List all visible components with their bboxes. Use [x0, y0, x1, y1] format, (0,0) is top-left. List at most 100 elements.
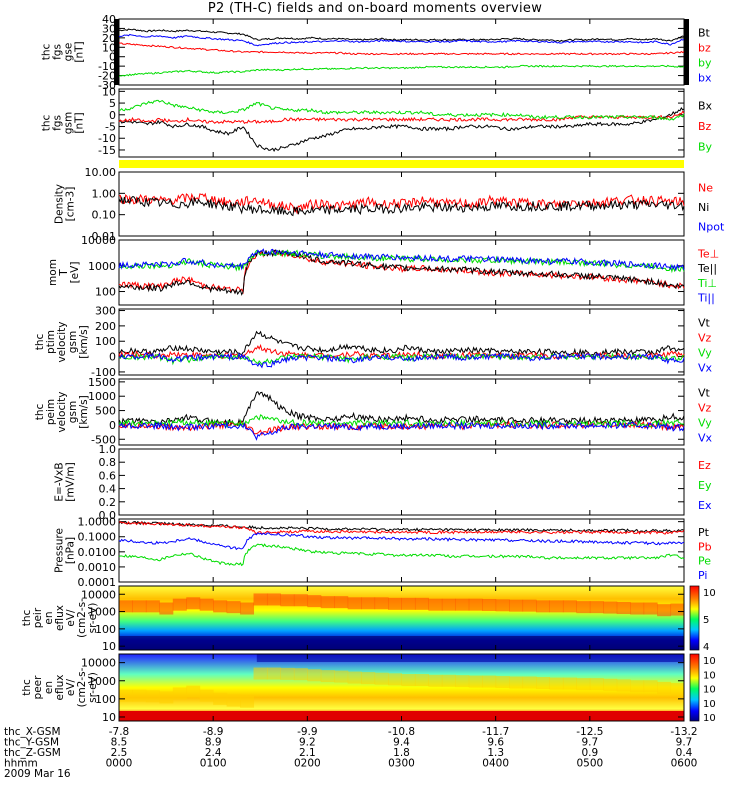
y-axis-label-line: [km/s] — [78, 395, 90, 429]
spectrogram-peak-cell — [536, 600, 550, 613]
legend-label: Ez — [698, 459, 711, 472]
series-line-vx — [118, 420, 685, 441]
y-axis-label-line: thc — [34, 334, 46, 351]
y-axis-label-line: eV/ — [65, 678, 77, 696]
x-axis-value: 0300 — [388, 758, 415, 770]
spectrogram-peak-cell — [240, 602, 255, 615]
y-axis-label-line: peir — [32, 607, 44, 628]
y-tick-label: 10 — [102, 41, 116, 54]
y-tick-label: 100 — [95, 286, 116, 299]
y-axis-label: thcfgsgse[nT] — [41, 41, 86, 62]
spectrogram-peak-cell — [374, 672, 389, 685]
y-axis-label: thcfgsgsm[nT] — [41, 112, 86, 134]
y-tick-label: -10 — [98, 132, 116, 145]
spectrogram-peak-cell — [630, 680, 645, 693]
spectrogram-peak-cell — [132, 600, 147, 613]
spectrogram-peak-cell — [334, 670, 349, 683]
spectrogram-peak-cell — [213, 692, 228, 705]
y-axis-label-line: thc — [41, 44, 53, 61]
series-line-bt — [118, 28, 685, 43]
spectrogram-peak-cell — [428, 598, 443, 611]
panel-frame — [118, 518, 685, 583]
x-axis-value: -8.9 — [203, 726, 224, 738]
spectrogram-peak-cell — [616, 602, 631, 615]
y-tick-label: -5 — [105, 121, 116, 134]
y-axis-label-line: eflux — [54, 605, 66, 631]
x-axis-value: 0000 — [106, 758, 133, 770]
panel-temperature: 10000 1000 100 momT[eV] — [47, 234, 685, 306]
y-axis-label: thcpeerenefluxeV/(cm2-s-sr-eV) — [21, 667, 99, 707]
y-axis-label-line: thc — [41, 115, 53, 132]
spectrogram-peak-cell — [159, 691, 174, 704]
legend-label: Bt — [698, 27, 711, 40]
y-tick-label: 100 — [95, 335, 116, 348]
x-axis-value: -10.8 — [388, 726, 415, 738]
x-axis-value: -12.5 — [576, 726, 603, 738]
x-axis-value: 2.1 — [299, 747, 316, 759]
y-tick-label: 0.6 — [99, 469, 117, 482]
y-tick-label: -20 — [98, 70, 116, 83]
panel-frame — [118, 18, 685, 86]
spectrogram-peak-cell — [643, 680, 658, 693]
y-axis-label-line: [km/s] — [78, 325, 90, 359]
colorbar-label: 10 — [703, 588, 716, 599]
y-axis-label-line: [cm-3] — [65, 187, 77, 222]
panel-peer_spectrogram — [119, 654, 685, 721]
y-tick-label: 0.0001 — [78, 576, 117, 589]
x-axis-value: 0400 — [482, 758, 509, 770]
y-tick-label: 1000 — [88, 606, 116, 619]
series-line-by — [118, 99, 685, 121]
legend-label: Ex — [698, 499, 712, 512]
legend-label: Ti|| — [697, 292, 715, 305]
series-line-pe — [118, 543, 685, 567]
spectrogram-peak-cell — [240, 695, 255, 708]
x-axis-value: 9.2 — [299, 737, 316, 749]
x-axis-value: 0100 — [200, 758, 227, 770]
y-axis-label-line: [nT] — [74, 41, 86, 62]
spectrogram-peak-cell — [670, 603, 685, 616]
spectrogram-peak-cell — [226, 601, 241, 614]
legend-label: Pi — [698, 569, 707, 582]
colorbar-scale — [689, 585, 700, 651]
legend-label: Bx — [698, 99, 713, 112]
y-tick-label: 10 — [102, 640, 116, 653]
x-axis-value: 1.8 — [393, 747, 410, 759]
y-tick-label: 0.4 — [99, 483, 117, 496]
legend-label: Te|| — [697, 262, 717, 275]
spectrogram-peak-cell — [347, 671, 362, 684]
y-axis-label: thcptimvelocitygsm[km/s] — [34, 321, 90, 362]
series-line-pb — [118, 521, 685, 535]
y-tick-label: 0.10 — [92, 209, 117, 222]
spectrogram-peak-cell — [509, 599, 524, 612]
spectrogram-peak-cell — [334, 596, 349, 609]
spectrogram-peak-cell — [468, 598, 483, 611]
legend-label: Ey — [698, 479, 712, 492]
y-axis-label-line: eflux — [54, 675, 66, 701]
y-tick-label: 0 — [109, 351, 116, 364]
y-axis-label-line: Pressure — [54, 528, 66, 573]
legend-label: Vx — [698, 362, 713, 375]
panel-peir_spectrogram: 10000100010010thcpeirenefluxeV/(cm2-s-sr… — [21, 585, 685, 653]
y-tick-label: 40 — [102, 13, 116, 26]
y-tick-label: -15 — [98, 144, 116, 157]
legend-label: Npot — [698, 220, 725, 233]
y-axis-label-line: E=-VxB — [54, 462, 66, 501]
y-tick-label: 0 — [109, 419, 116, 432]
x-axis-value: 8.9 — [205, 737, 222, 749]
series-line-vt — [118, 330, 685, 357]
y-tick-label: 30 — [102, 22, 116, 35]
colorbar-label: 10 — [703, 713, 716, 724]
spectrogram-peak-cell — [455, 598, 470, 611]
y-tick-label: 5 — [109, 97, 116, 110]
x-axis-value: 1.3 — [487, 747, 504, 759]
y-tick-label: 100 — [95, 623, 116, 636]
x-axis-value: 9.7 — [581, 737, 598, 749]
colorbar: 10 10 10 10 10 — [689, 653, 716, 724]
spectrogram-peak-cell — [186, 685, 201, 698]
spectrogram-peak-cell — [253, 593, 268, 606]
colorbar-label: 10 — [703, 699, 716, 710]
y-axis-label-line: thc — [21, 679, 33, 696]
spectrogram-peak-cell — [522, 676, 537, 689]
